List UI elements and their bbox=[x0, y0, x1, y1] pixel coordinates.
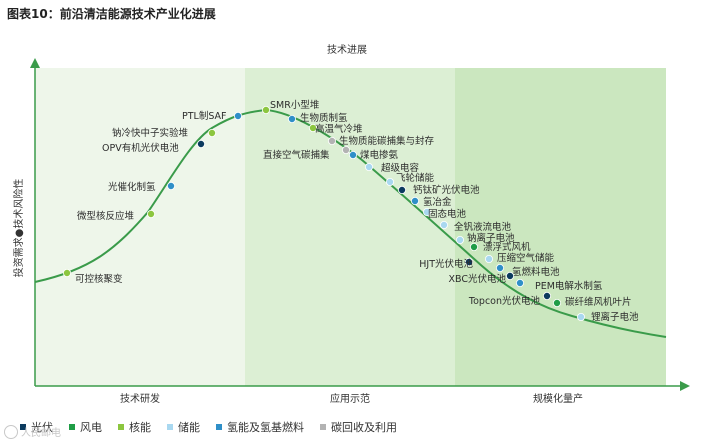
legend-swatch-ccus bbox=[320, 424, 326, 430]
tech-label: 锂离子电池 bbox=[591, 311, 639, 323]
legend-label-solar: 光伏 bbox=[31, 421, 53, 434]
legend-label-nuclear: 核能 bbox=[129, 421, 151, 434]
tech-label: OPV有机光伏电池 bbox=[102, 142, 179, 154]
tech-label: 高温气冷堆 bbox=[315, 123, 363, 135]
phase-label-research: 技术研发 bbox=[120, 392, 160, 405]
tech-point-solar bbox=[397, 185, 406, 194]
watermark-text: 人民邮电 bbox=[21, 428, 61, 439]
tech-label: 光催化制氢 bbox=[108, 181, 156, 193]
y-axis-arrow bbox=[30, 58, 40, 68]
tech-label: 钠离子电池 bbox=[467, 232, 515, 244]
tech-label: 压缩空气储能 bbox=[497, 252, 555, 264]
tech-point-storage bbox=[385, 177, 394, 186]
phase-band-demonstration bbox=[245, 68, 455, 386]
y-axis-label: 投资需求●技术风险性 bbox=[12, 179, 25, 278]
tech-point-hydrogen bbox=[233, 112, 242, 121]
legend-swatch-hydrogen bbox=[216, 424, 222, 430]
legend-label-storage: 储能 bbox=[178, 421, 200, 434]
legend-item-wind: 风电 bbox=[69, 419, 102, 435]
tech-point-hydrogen bbox=[287, 115, 296, 124]
tech-label: 可控核聚变 bbox=[75, 273, 123, 285]
tech-label: 直接空气碳捕集 bbox=[263, 149, 330, 161]
watermark-logo-icon bbox=[4, 424, 18, 439]
tech-point-hydrogen bbox=[495, 263, 504, 272]
tech-point-ccus bbox=[327, 136, 336, 145]
tech-label: 氢冶金 bbox=[423, 196, 452, 208]
legend-label-hydrogen: 氢能及氢基燃料 bbox=[227, 421, 304, 434]
tech-point-nuclear bbox=[207, 128, 216, 137]
tech-label: 微型核反应堆 bbox=[77, 210, 135, 222]
tech-point-hydrogen bbox=[410, 196, 419, 205]
legend-item-ccus: 碳回收及利用 bbox=[320, 419, 397, 435]
legend-swatch-nuclear bbox=[118, 424, 124, 430]
tech-point-nuclear bbox=[308, 124, 317, 133]
tech-label: 氢燃料电池 bbox=[512, 266, 560, 278]
tech-label: 飞轮储能 bbox=[396, 172, 435, 184]
legend-swatch-wind bbox=[69, 424, 75, 430]
tech-label: 煤电掺氨 bbox=[360, 149, 399, 161]
watermark: 人民邮电 bbox=[4, 424, 61, 439]
tech-point-wind bbox=[469, 242, 478, 251]
tech-point-solar bbox=[543, 291, 552, 300]
tech-point-hydrogen bbox=[348, 150, 357, 159]
technology-points: 可控核聚变 微型核反应堆 光催化制氢 OPV有机光伏电池 钠冷快中子实验堆 PTL制SAF… bbox=[63, 100, 639, 323]
tech-label: HJT光伏电池 bbox=[419, 258, 473, 270]
tech-point-hydrogen bbox=[166, 181, 175, 190]
legend-swatch-solar bbox=[20, 424, 26, 430]
tech-point-storage bbox=[364, 162, 373, 171]
legend-item-storage: 储能 bbox=[167, 419, 200, 435]
tech-label: SMR小型堆 bbox=[270, 100, 320, 111]
phase-band-research bbox=[35, 68, 245, 386]
tech-point-solar bbox=[505, 271, 514, 280]
tech-label: PTL制SAF bbox=[182, 110, 227, 122]
tech-label: 钠冷快中子实验堆 bbox=[112, 127, 189, 139]
tech-point-storage bbox=[422, 207, 431, 216]
tech-point-nuclear bbox=[146, 209, 155, 218]
phase-band-mass-production bbox=[455, 68, 666, 386]
x-top-axis-label: 技术进展 bbox=[327, 43, 367, 56]
tech-label: 生物质能碳捕集与封存 bbox=[339, 135, 435, 147]
tech-label: 超级电容 bbox=[381, 162, 420, 174]
tech-point-hydrogen bbox=[516, 278, 525, 287]
tech-label: 固态电池 bbox=[428, 208, 467, 220]
tech-point-wind bbox=[553, 298, 562, 307]
tech-point-storage bbox=[484, 254, 493, 263]
tech-point-solar bbox=[464, 257, 473, 266]
legend-item-nuclear: 核能 bbox=[118, 419, 151, 435]
legend-label-wind: 风电 bbox=[80, 421, 102, 434]
tech-point-solar bbox=[196, 139, 205, 148]
figure-title: 图表10：前沿清洁能源技术产业化进展 bbox=[7, 7, 216, 21]
legend: 光伏 风电 核能 储能 氢能及氢基燃料 碳回收及利用 bbox=[20, 418, 413, 436]
tech-point-ccus bbox=[341, 145, 350, 154]
phase-label-mass-production: 规模化量产 bbox=[533, 392, 583, 405]
x-axis-arrow bbox=[680, 381, 690, 391]
tech-point-storage bbox=[455, 235, 464, 244]
legend-item-hydrogen: 氢能及氢基燃料 bbox=[216, 419, 304, 435]
tech-point-nuclear bbox=[261, 106, 270, 115]
tech-label: 碳纤维风机叶片 bbox=[565, 296, 632, 308]
tech-point-storage bbox=[439, 220, 448, 229]
tech-label: 钙钛矿光伏电池 bbox=[413, 184, 480, 196]
tech-label: Topcon光伏电池 bbox=[468, 295, 541, 307]
tech-label: 全钒液流电池 bbox=[454, 221, 512, 233]
legend-swatch-storage bbox=[167, 424, 173, 430]
tech-point-nuclear bbox=[63, 268, 72, 277]
phase-label-demonstration: 应用示范 bbox=[330, 392, 370, 405]
tech-label: XBC光伏电池 bbox=[449, 273, 507, 285]
tech-label: PEM电解水制氢 bbox=[535, 280, 603, 292]
legend-label-ccus: 碳回收及利用 bbox=[331, 421, 397, 434]
tech-point-storage bbox=[577, 312, 586, 321]
tech-label: 生物质制氢 bbox=[300, 112, 348, 124]
tech-label: 漂浮式风机 bbox=[483, 241, 531, 253]
legend-item-solar: 光伏 bbox=[20, 419, 53, 435]
